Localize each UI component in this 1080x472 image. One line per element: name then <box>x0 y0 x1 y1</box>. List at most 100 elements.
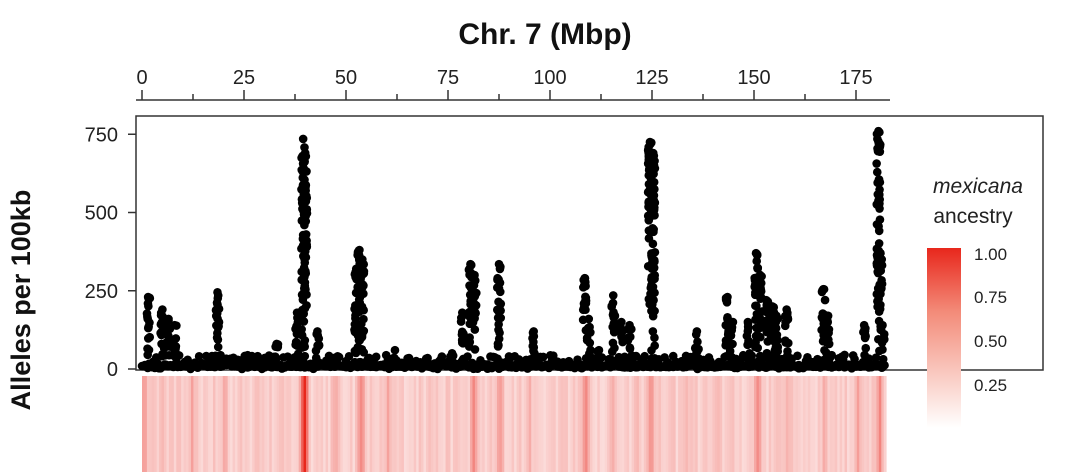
heatmap-cell <box>205 376 209 472</box>
heatmap-cell <box>751 376 755 472</box>
heatmap-cell <box>168 376 172 472</box>
heatmap-cell <box>660 376 664 472</box>
heatmap-cell <box>553 376 557 472</box>
heatmap-cell <box>384 376 388 472</box>
heatmap-cell <box>230 376 233 472</box>
heatmap-cell <box>403 376 407 472</box>
data-point <box>873 146 883 156</box>
heatmap-cell <box>239 376 243 472</box>
heatmap-cell <box>638 376 642 472</box>
heatmap-cell <box>641 376 645 472</box>
heatmap-cell <box>511 376 515 472</box>
data-point <box>751 248 761 258</box>
data-point <box>164 314 173 324</box>
heatmap-cell <box>776 376 779 472</box>
heatmap-cell <box>864 376 868 472</box>
heatmap-cell <box>744 376 748 472</box>
heatmap-cell <box>783 376 787 472</box>
heatmap-cell <box>310 376 314 472</box>
heatmap-cell <box>217 376 221 472</box>
heatmap-cell <box>729 376 733 472</box>
heatmap-cell <box>678 376 681 472</box>
heatmap-cell <box>340 376 344 472</box>
data-point <box>859 320 869 330</box>
heatmap-cell <box>648 376 652 472</box>
heatmap-cell <box>621 376 625 472</box>
heatmap-cell <box>837 376 841 472</box>
heatmap-cell <box>318 376 322 472</box>
heatmap-cell <box>592 376 596 472</box>
heatmap-cell <box>470 376 473 472</box>
data-point <box>871 353 881 362</box>
data-point <box>874 258 884 267</box>
heatmap-cell <box>450 376 454 472</box>
data-point <box>463 352 472 361</box>
data-point <box>610 343 619 353</box>
heatmap-cell <box>876 376 880 472</box>
heatmap-cell <box>822 376 826 472</box>
data-point <box>457 308 467 317</box>
data-point <box>744 355 753 365</box>
heatmap-cell <box>739 376 743 472</box>
data-point <box>647 346 656 355</box>
heatmap-cell <box>626 376 630 472</box>
heatmap-cell <box>467 376 471 472</box>
x-tick-label: 175 <box>839 67 872 89</box>
heatmap-cell <box>636 376 640 472</box>
heatmap-cell <box>631 376 635 472</box>
heatmap-cell <box>866 376 870 472</box>
data-point <box>872 167 882 177</box>
heatmap-cell <box>668 376 672 472</box>
data-point <box>581 293 591 303</box>
heatmap-cell <box>156 376 160 472</box>
data-point <box>648 327 658 336</box>
data-point <box>170 320 179 330</box>
data-point <box>582 333 592 343</box>
heatmap-cell <box>643 376 647 472</box>
data-point <box>301 266 310 276</box>
heatmap-cell <box>448 376 451 472</box>
data-point <box>494 307 504 316</box>
heatmap-cell <box>421 376 424 472</box>
data-point <box>875 215 885 224</box>
heatmap-cell <box>533 376 537 472</box>
data-point <box>624 354 634 363</box>
heatmap-cell <box>142 376 145 472</box>
heatmap-cell <box>389 376 393 472</box>
data-point <box>299 168 308 177</box>
heatmap-cell <box>702 376 706 472</box>
data-point <box>821 348 831 358</box>
heatmap-cell <box>428 376 432 472</box>
heatmap-cell <box>501 376 505 472</box>
data-point <box>194 352 204 361</box>
heatmap-cell <box>758 376 762 472</box>
heatmap-cell <box>492 376 495 472</box>
heatmap-cell <box>780 376 784 472</box>
heatmap-cell <box>604 376 608 472</box>
data-point <box>860 333 870 343</box>
heatmap-cell <box>545 376 549 472</box>
heatmap-cell <box>543 376 547 472</box>
heatmap-cell <box>288 376 292 472</box>
heatmap-cell <box>656 376 659 472</box>
data-point <box>472 288 481 298</box>
legend-title-ancestry: ancestry <box>933 205 1013 228</box>
heatmap-cell <box>607 376 610 472</box>
heatmap-cell <box>624 376 628 472</box>
heatmap-cell <box>190 376 194 472</box>
data-point <box>493 283 502 292</box>
heatmap-cell <box>707 376 711 472</box>
heatmap-cell <box>824 376 828 472</box>
heatmap-cell <box>274 376 278 472</box>
heatmap-cell <box>871 376 875 472</box>
data-point <box>755 270 765 280</box>
heatmap-cell <box>734 376 738 472</box>
heatmap-cell <box>173 376 177 472</box>
data-point <box>302 290 311 299</box>
data-point <box>314 334 324 343</box>
data-point <box>466 259 475 269</box>
heatmap-cell <box>203 376 207 472</box>
data-point <box>649 169 658 179</box>
data-point <box>726 354 736 364</box>
data-point <box>213 342 223 352</box>
